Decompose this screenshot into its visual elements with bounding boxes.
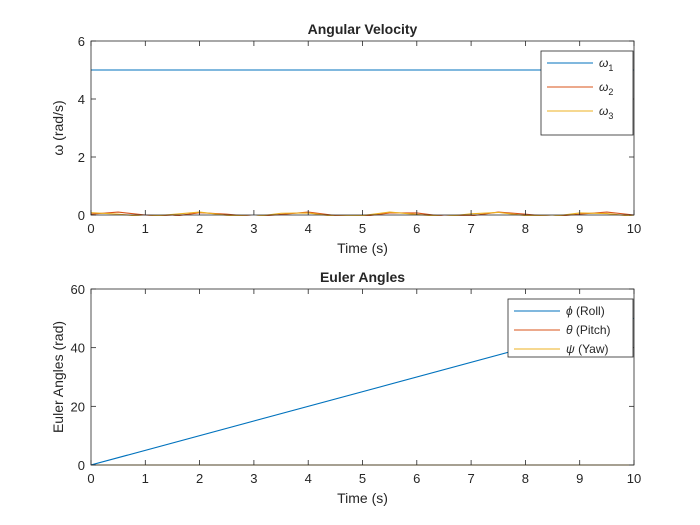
legend-entry-1: ω1 (599, 56, 613, 73)
legend-entry-2: θ (Pitch) (566, 323, 611, 337)
legend-suffix: (Yaw) (575, 342, 609, 356)
legend: ϕ (Roll)θ (Pitch)ψ (Yaw) (507, 298, 634, 358)
legend-entry-3: ω3 (599, 104, 613, 121)
x-tick-label: 6 (413, 471, 420, 486)
x-tick-label: 2 (196, 221, 203, 236)
legend-symbol: ω (599, 80, 608, 94)
chart-2: 0 1 2 3 4 5 6 7 8 9 10 0 20 40 60 Euler Angles Time (s) E… (50, 269, 641, 506)
x-tick-label: 0 (87, 221, 94, 236)
x-tick-label: 7 (467, 221, 474, 236)
legend-symbol: ϕ (566, 304, 573, 318)
y-tick-label: 20 (71, 399, 85, 414)
legend-entry-3: ψ (Yaw) (566, 342, 609, 356)
legend-subscript: 2 (608, 87, 613, 97)
x-tick-label: 4 (305, 221, 312, 236)
legend-entry-2: ω2 (599, 80, 613, 97)
y-tick-label: 2 (78, 150, 85, 165)
x-tick-label: 10 (627, 221, 641, 236)
legend-box (507, 298, 634, 358)
series-line-3 (91, 211, 634, 216)
chart-title: Angular Velocity (308, 21, 418, 37)
legend-subscript: 1 (608, 63, 613, 73)
x-tick-label: 6 (413, 221, 420, 236)
x-tick-label: 8 (522, 221, 529, 236)
y-tick-label: 0 (78, 208, 85, 223)
legend-suffix: (Pitch) (573, 323, 611, 337)
x-tick-label: 0 (87, 471, 94, 486)
x-tick-label: 8 (522, 471, 529, 486)
y-tick-label: 0 (78, 458, 85, 473)
x-tick-label: 5 (359, 471, 366, 486)
x-tick-label: 2 (196, 471, 203, 486)
chart-1: 0 1 2 3 4 5 6 7 8 9 10 0 2 4 6 Angular Velocity Time (s)… (50, 21, 641, 256)
x-tick-label: 4 (305, 471, 312, 486)
x-axis-label: Time (s) (337, 490, 388, 506)
legend-symbol: ω (599, 56, 608, 70)
chart-title: Euler Angles (320, 269, 405, 285)
x-tick-label: 5 (359, 221, 366, 236)
legend-box (540, 50, 634, 136)
x-tick-label: 1 (142, 221, 149, 236)
x-tick-label: 3 (250, 221, 257, 236)
legend-entry-1: ϕ (Roll) (566, 304, 605, 318)
legend-symbol: ω (599, 104, 608, 118)
x-tick-label: 3 (250, 471, 257, 486)
legend-suffix: (Roll) (573, 304, 605, 318)
x-tick-label: 7 (467, 471, 474, 486)
y-tick-label: 60 (71, 282, 85, 297)
x-tick-label: 9 (576, 471, 583, 486)
y-tick-label: 40 (71, 341, 85, 356)
legend-symbol: ψ (566, 342, 575, 356)
y-tick-label: 6 (78, 34, 85, 49)
legend-subscript: 3 (608, 111, 613, 121)
y-axis-label: ω (rad/s) (50, 100, 66, 155)
x-tick-label: 10 (627, 471, 641, 486)
legend-symbol: θ (566, 323, 573, 337)
x-tick-label: 9 (576, 221, 583, 236)
y-axis-label: Euler Angles (rad) (50, 321, 66, 433)
x-axis-label: Time (s) (337, 240, 388, 256)
x-tick-label: 1 (142, 471, 149, 486)
y-tick-label: 4 (78, 92, 85, 107)
